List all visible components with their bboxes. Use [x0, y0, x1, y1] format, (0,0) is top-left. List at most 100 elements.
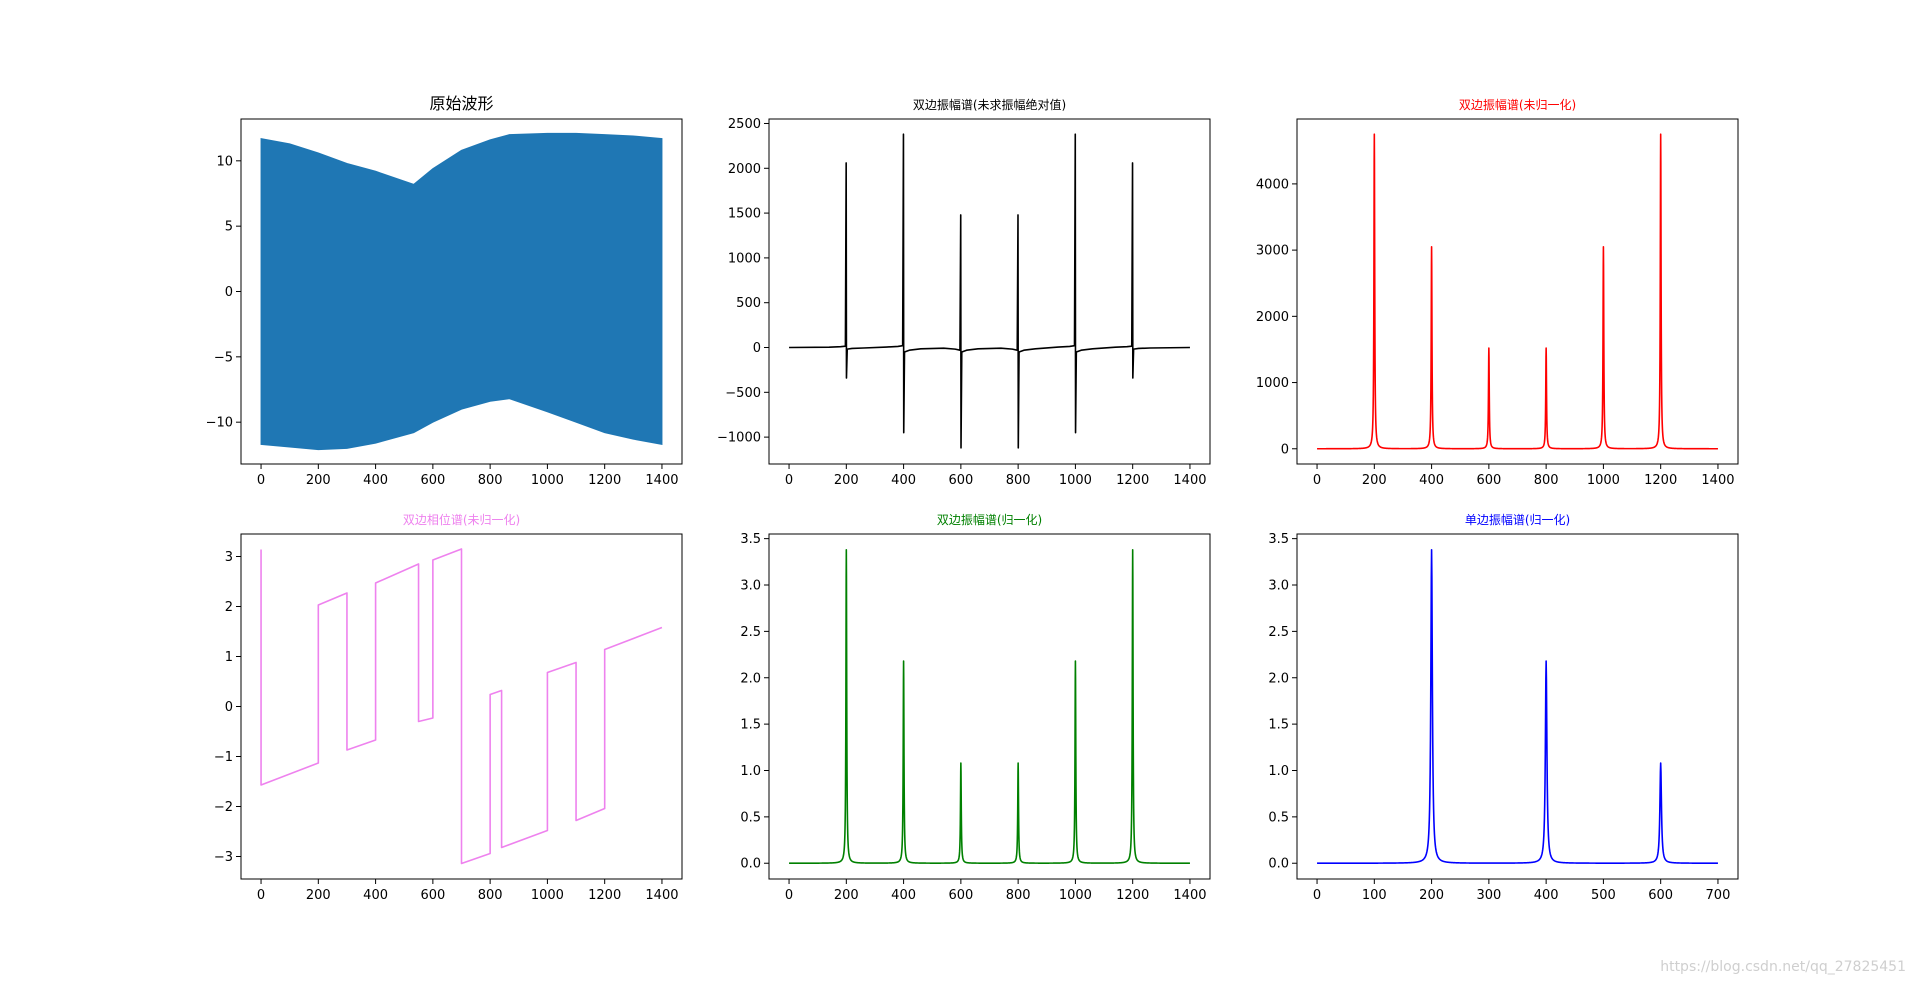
panel-title-p1: 原始波形: [429, 94, 493, 113]
panel-title-p2: 双边振幅谱(未求振幅绝对值): [913, 97, 1066, 112]
y-tick-label: 0.5: [1268, 810, 1289, 825]
x-tick-label: 200: [834, 473, 859, 488]
x-tick-label: 200: [834, 888, 859, 903]
y-tick-label: 1500: [728, 207, 761, 222]
axes-frame-p3: [1296, 118, 1739, 465]
y-tick-label: 500: [736, 296, 761, 311]
x-tick-label: 400: [891, 888, 916, 903]
x-tick-label: 200: [306, 888, 331, 903]
x-tick-label: 600: [948, 888, 973, 903]
y-tick-label: 1000: [1256, 376, 1289, 391]
x-tick-label: 0: [785, 888, 793, 903]
series-p3: [1316, 133, 1719, 450]
x-tick-label: 400: [363, 888, 388, 903]
y-tick-label: 1.0: [1268, 764, 1289, 779]
y-tick-label: 2.0: [1268, 671, 1289, 686]
panel-title-p3: 双边振幅谱(未归一化): [1459, 97, 1576, 112]
plot-area-p5: [788, 548, 1191, 865]
plot-area-p3: [1316, 133, 1719, 450]
x-tick-label: 0: [257, 888, 265, 903]
y-tick-label: 1.0: [740, 764, 761, 779]
x-tick-label: 400: [1534, 888, 1559, 903]
x-tick-label: 800: [1006, 888, 1031, 903]
series-p1: [260, 132, 663, 451]
x-tick-label: 1000: [1587, 473, 1620, 488]
y-tick-label: −1: [214, 750, 233, 765]
y-tick-label: 3: [225, 550, 233, 565]
plot-area-p4: [260, 548, 663, 865]
x-tick-label: 1400: [645, 888, 678, 903]
y-tick-label: −1000: [717, 431, 761, 446]
x-tick-label: 400: [363, 473, 388, 488]
x-tick-label: 1000: [1059, 473, 1092, 488]
y-tick-label: 0: [225, 700, 233, 715]
y-tick-label: 2.5: [740, 625, 761, 640]
series-p2: [789, 133, 1190, 449]
x-tick-label: 100: [1362, 888, 1387, 903]
x-tick-label: 200: [1362, 473, 1387, 488]
x-tick-label: 600: [420, 473, 445, 488]
x-tick-label: 300: [1476, 888, 1501, 903]
x-tick-label: 800: [1534, 473, 1559, 488]
x-tick-label: 0: [1313, 888, 1321, 903]
panel-title-p5: 双边振幅谱(归一化): [937, 512, 1042, 527]
y-tick-label: 2.5: [1268, 625, 1289, 640]
y-tick-label: −500: [725, 386, 761, 401]
axes-frame-p6: [1296, 533, 1739, 880]
x-tick-label: 800: [478, 473, 503, 488]
x-tick-label: 200: [306, 473, 331, 488]
x-tick-label: 600: [420, 888, 445, 903]
x-tick-label: 1200: [588, 473, 621, 488]
x-tick-label: 500: [1591, 888, 1616, 903]
x-tick-label: 400: [1419, 473, 1444, 488]
y-tick-label: 10: [216, 154, 233, 169]
x-tick-label: 600: [1648, 888, 1673, 903]
x-tick-label: 600: [1476, 473, 1501, 488]
axes-frame-p5: [768, 533, 1211, 880]
x-tick-label: 800: [478, 888, 503, 903]
plot-area-p1: [260, 132, 663, 451]
x-tick-label: 1200: [1116, 888, 1149, 903]
y-tick-label: 0: [753, 341, 761, 356]
y-tick-label: −2: [214, 800, 233, 815]
x-tick-label: 1200: [1644, 473, 1677, 488]
x-tick-label: 1000: [1059, 888, 1092, 903]
y-tick-label: 2000: [728, 162, 761, 177]
y-tick-label: 1.5: [740, 718, 761, 733]
y-tick-label: 3.0: [740, 579, 761, 594]
y-tick-label: 2000: [1256, 310, 1289, 325]
x-tick-label: 1200: [588, 888, 621, 903]
panel-p3: 0 200 400 600 800 1000 1200 1400 0 1000 2000 3000 40…: [1256, 97, 1739, 488]
x-tick-label: 1000: [531, 888, 564, 903]
x-tick-label: 0: [785, 473, 793, 488]
x-tick-label: 1400: [645, 473, 678, 488]
panel-p1: 0 200 400 600 800 1000 1200 1400 −10 −5 0 5 10 原始波形: [206, 94, 683, 488]
x-tick-label: 600: [948, 473, 973, 488]
panel-p2: 0 200 400 600 800 1000 1200 1400 −1000 −500 0 500 10…: [717, 97, 1211, 488]
y-tick-label: 3.5: [1268, 532, 1289, 547]
x-tick-label: 1000: [531, 473, 564, 488]
y-tick-label: 1: [225, 650, 233, 665]
x-tick-label: 700: [1706, 888, 1731, 903]
x-tick-label: 200: [1419, 888, 1444, 903]
series-p4: [260, 548, 663, 865]
y-tick-label: 3000: [1256, 244, 1289, 259]
y-tick-label: 2500: [728, 117, 761, 132]
x-tick-label: 1400: [1173, 888, 1206, 903]
panel-title-p4: 双边相位谱(未归一化): [403, 512, 520, 527]
panel-title-p6: 单边振幅谱(归一化): [1465, 512, 1570, 527]
plot-area-p6: [1316, 548, 1719, 865]
y-tick-label: 2: [225, 600, 233, 615]
y-tick-label: 0.0: [1268, 857, 1289, 872]
x-tick-label: 0: [1313, 473, 1321, 488]
y-tick-label: 0: [1281, 442, 1289, 457]
y-tick-label: 1.5: [1268, 718, 1289, 733]
y-tick-label: −5: [214, 350, 233, 365]
x-tick-label: 0: [257, 473, 265, 488]
y-tick-label: 3.5: [740, 532, 761, 547]
y-tick-label: 2.0: [740, 671, 761, 686]
x-tick-label: 1400: [1701, 473, 1734, 488]
panel-p5: 0 200 400 600 800 1000 1200 1400 0.0 0.5 1.0 1.5 2.0…: [740, 512, 1211, 903]
y-tick-label: 5: [225, 220, 233, 235]
